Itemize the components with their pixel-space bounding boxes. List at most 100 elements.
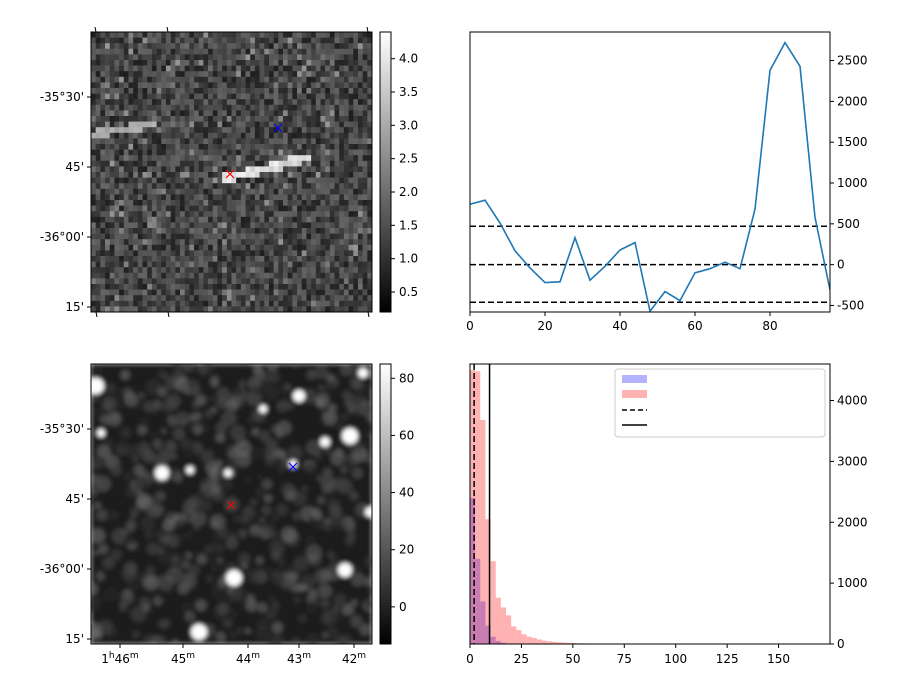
filter-pixel bbox=[311, 149, 317, 156]
filter-pixel bbox=[91, 116, 96, 122]
filter-pixel bbox=[325, 160, 331, 167]
filter-pixel bbox=[133, 228, 139, 234]
filter-pixel bbox=[367, 116, 372, 122]
filter-pixel bbox=[208, 250, 214, 257]
filter-pixel bbox=[268, 261, 274, 268]
filter-pixel bbox=[325, 71, 331, 78]
filter-pixel bbox=[179, 104, 185, 111]
filter-pixel bbox=[273, 54, 279, 61]
filter-pixel bbox=[287, 116, 293, 122]
filter-pixel bbox=[278, 88, 284, 94]
gleam-noise-blob bbox=[314, 365, 329, 380]
filter-pixel bbox=[184, 284, 190, 290]
filter-pixel bbox=[151, 48, 157, 55]
filter-pixel bbox=[161, 233, 167, 240]
filter-pixel bbox=[198, 211, 204, 218]
filter-pixel bbox=[278, 306, 284, 312]
filter-pixel bbox=[292, 177, 298, 184]
filter-pixel bbox=[91, 110, 96, 117]
gleam-noise-blob bbox=[165, 440, 177, 453]
filter-pixel bbox=[156, 172, 162, 178]
filter-pixel bbox=[348, 250, 354, 257]
filter-pixel bbox=[151, 88, 157, 94]
filter-pixel bbox=[217, 228, 223, 234]
filter-pixel bbox=[240, 244, 246, 251]
filter-pixel bbox=[231, 82, 237, 89]
filter-pixel bbox=[95, 222, 101, 229]
filter-pixel bbox=[348, 121, 354, 128]
filter-pixel bbox=[179, 93, 185, 100]
filter-pixel bbox=[165, 306, 171, 312]
filter-pixel bbox=[189, 155, 195, 162]
filter-pixel bbox=[353, 76, 359, 83]
filter-pixel bbox=[189, 244, 195, 251]
filter-pixel bbox=[297, 183, 303, 190]
filter-pixel bbox=[105, 272, 111, 279]
filter-pixel bbox=[353, 289, 359, 296]
filter-pixel bbox=[362, 306, 368, 312]
filter-pixel bbox=[91, 250, 96, 257]
filter-pixel bbox=[273, 222, 279, 229]
filter-pixel bbox=[259, 155, 265, 162]
filter-pixel bbox=[325, 43, 331, 50]
filter-pixel bbox=[325, 284, 331, 290]
filter-pixel bbox=[151, 65, 157, 72]
gleam-noise-blob bbox=[124, 531, 138, 546]
filter-pixel bbox=[259, 82, 265, 89]
filter-pixel bbox=[325, 188, 331, 195]
filter-pixel bbox=[357, 256, 363, 262]
filter-pixel bbox=[179, 99, 185, 106]
filter-pixel bbox=[367, 295, 372, 302]
filter-pixel bbox=[259, 110, 265, 117]
filter-pixel bbox=[156, 82, 162, 89]
filter-pixel bbox=[240, 306, 246, 312]
filter-pixel bbox=[184, 172, 190, 178]
filter-pixel bbox=[170, 239, 176, 246]
filter-pixel bbox=[226, 121, 232, 128]
filter-pixel bbox=[297, 244, 303, 251]
filter-pixel bbox=[147, 244, 153, 251]
filter-pixel bbox=[175, 200, 181, 206]
filter-pixel bbox=[254, 222, 260, 229]
filter-pixel bbox=[231, 88, 237, 94]
filter-pixel bbox=[245, 138, 251, 145]
filter-pixel bbox=[114, 216, 120, 223]
filter-pixel bbox=[198, 65, 204, 72]
filter-pixel bbox=[91, 132, 96, 139]
filter-pixel bbox=[161, 256, 167, 262]
filter-pixel bbox=[264, 183, 270, 190]
filter-pixel bbox=[91, 306, 96, 312]
dec-tick-label: 15' bbox=[65, 632, 84, 646]
filter-pixel bbox=[170, 250, 176, 257]
gleam-noise-blob bbox=[136, 493, 152, 509]
filter-pixel bbox=[357, 65, 363, 72]
gleam-noise-blob bbox=[298, 614, 307, 623]
filter-pixel bbox=[353, 71, 359, 78]
filter-pixel bbox=[240, 194, 246, 201]
filter-pixel bbox=[339, 216, 345, 223]
filter-pixel bbox=[287, 256, 293, 262]
filter-pixel bbox=[147, 155, 153, 162]
filter-pixel bbox=[156, 222, 162, 229]
filter-pixel bbox=[231, 306, 237, 312]
filter-pixel bbox=[231, 116, 237, 122]
filter-pixel bbox=[339, 82, 345, 89]
gleam-noise-blob bbox=[121, 566, 138, 583]
filter-pixel bbox=[165, 54, 171, 61]
x-tick-label: 25 bbox=[514, 652, 529, 666]
gleam-noise-blob bbox=[313, 511, 323, 521]
filter-pixel bbox=[212, 256, 218, 262]
filter-pixel bbox=[334, 233, 340, 240]
filter-pixel bbox=[189, 65, 195, 72]
filter-pixel bbox=[114, 272, 120, 279]
filter-pixel bbox=[151, 272, 157, 279]
filter-pixel bbox=[254, 138, 260, 145]
filter-pixel bbox=[236, 222, 242, 229]
gleam-noise-blob bbox=[114, 459, 122, 466]
filter-pixel bbox=[114, 32, 120, 38]
filter-pixel bbox=[245, 99, 251, 106]
filter-pixel bbox=[175, 43, 181, 50]
filter-pixel bbox=[259, 233, 265, 240]
filter-pixel bbox=[325, 267, 331, 274]
filter-pixel bbox=[311, 228, 317, 234]
